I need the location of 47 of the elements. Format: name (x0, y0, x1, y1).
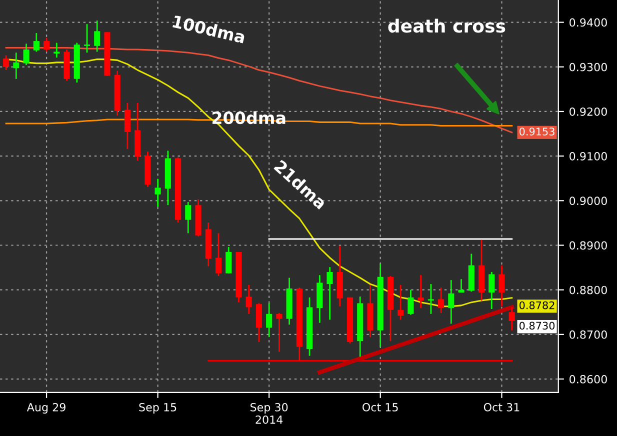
candlestick (428, 283, 434, 315)
y-tick-label: 0.9200 (570, 107, 607, 116)
x-tick-label: Oct 15 (362, 403, 398, 412)
x-tick-label: Sep 30 2014 (250, 403, 288, 424)
candlestick (33, 32, 40, 52)
candlestick (185, 201, 192, 234)
y-tick-label: 0.8800 (570, 286, 607, 294)
x-tick-label: Oct 31 (484, 403, 520, 412)
x-tick-label: Sep 15 (139, 403, 176, 414)
candlestick (438, 286, 444, 314)
candlestick (215, 232, 222, 277)
candlestick (226, 246, 232, 274)
data-label: 0.8782 (519, 301, 554, 310)
y-tick-label: 0.9000 (570, 196, 607, 206)
candlestick (124, 102, 130, 150)
candlestick (326, 266, 333, 320)
y-tick-label: 0.9300 (570, 62, 607, 72)
candlestick (23, 43, 30, 66)
candlestick (418, 274, 424, 309)
text: 0.8730 (519, 322, 555, 330)
candlestick (94, 20, 100, 52)
candlestick (84, 23, 90, 54)
candlestick (458, 278, 464, 294)
candlestick (13, 52, 20, 80)
candlestick (488, 271, 495, 310)
candlestick (54, 42, 60, 58)
candlestick (256, 302, 262, 343)
annotation: death cross (388, 18, 506, 33)
candlestick (246, 284, 252, 315)
candlestick (398, 284, 404, 320)
candlestick (154, 178, 161, 208)
candlestick (276, 312, 282, 353)
candlestick (508, 306, 515, 332)
y-tick-label: 0.9400 (570, 18, 607, 27)
x-tick-label: Aug 29 (26, 403, 66, 414)
y-tick-label: 0.8600 (570, 375, 607, 384)
candlestick (448, 279, 454, 324)
data-label: 0.9153 (519, 128, 554, 136)
candlestick (498, 264, 505, 308)
candlestick (3, 54, 10, 71)
candlestick (43, 37, 50, 52)
candlestick (266, 302, 272, 338)
y-tick-label: 0.8900 (570, 241, 607, 250)
y-tick-label: 0.8700 (570, 330, 607, 339)
y-tick-label: 0.9100 (570, 152, 607, 160)
candlestick (408, 289, 414, 316)
text: 100dma (172, 14, 246, 44)
